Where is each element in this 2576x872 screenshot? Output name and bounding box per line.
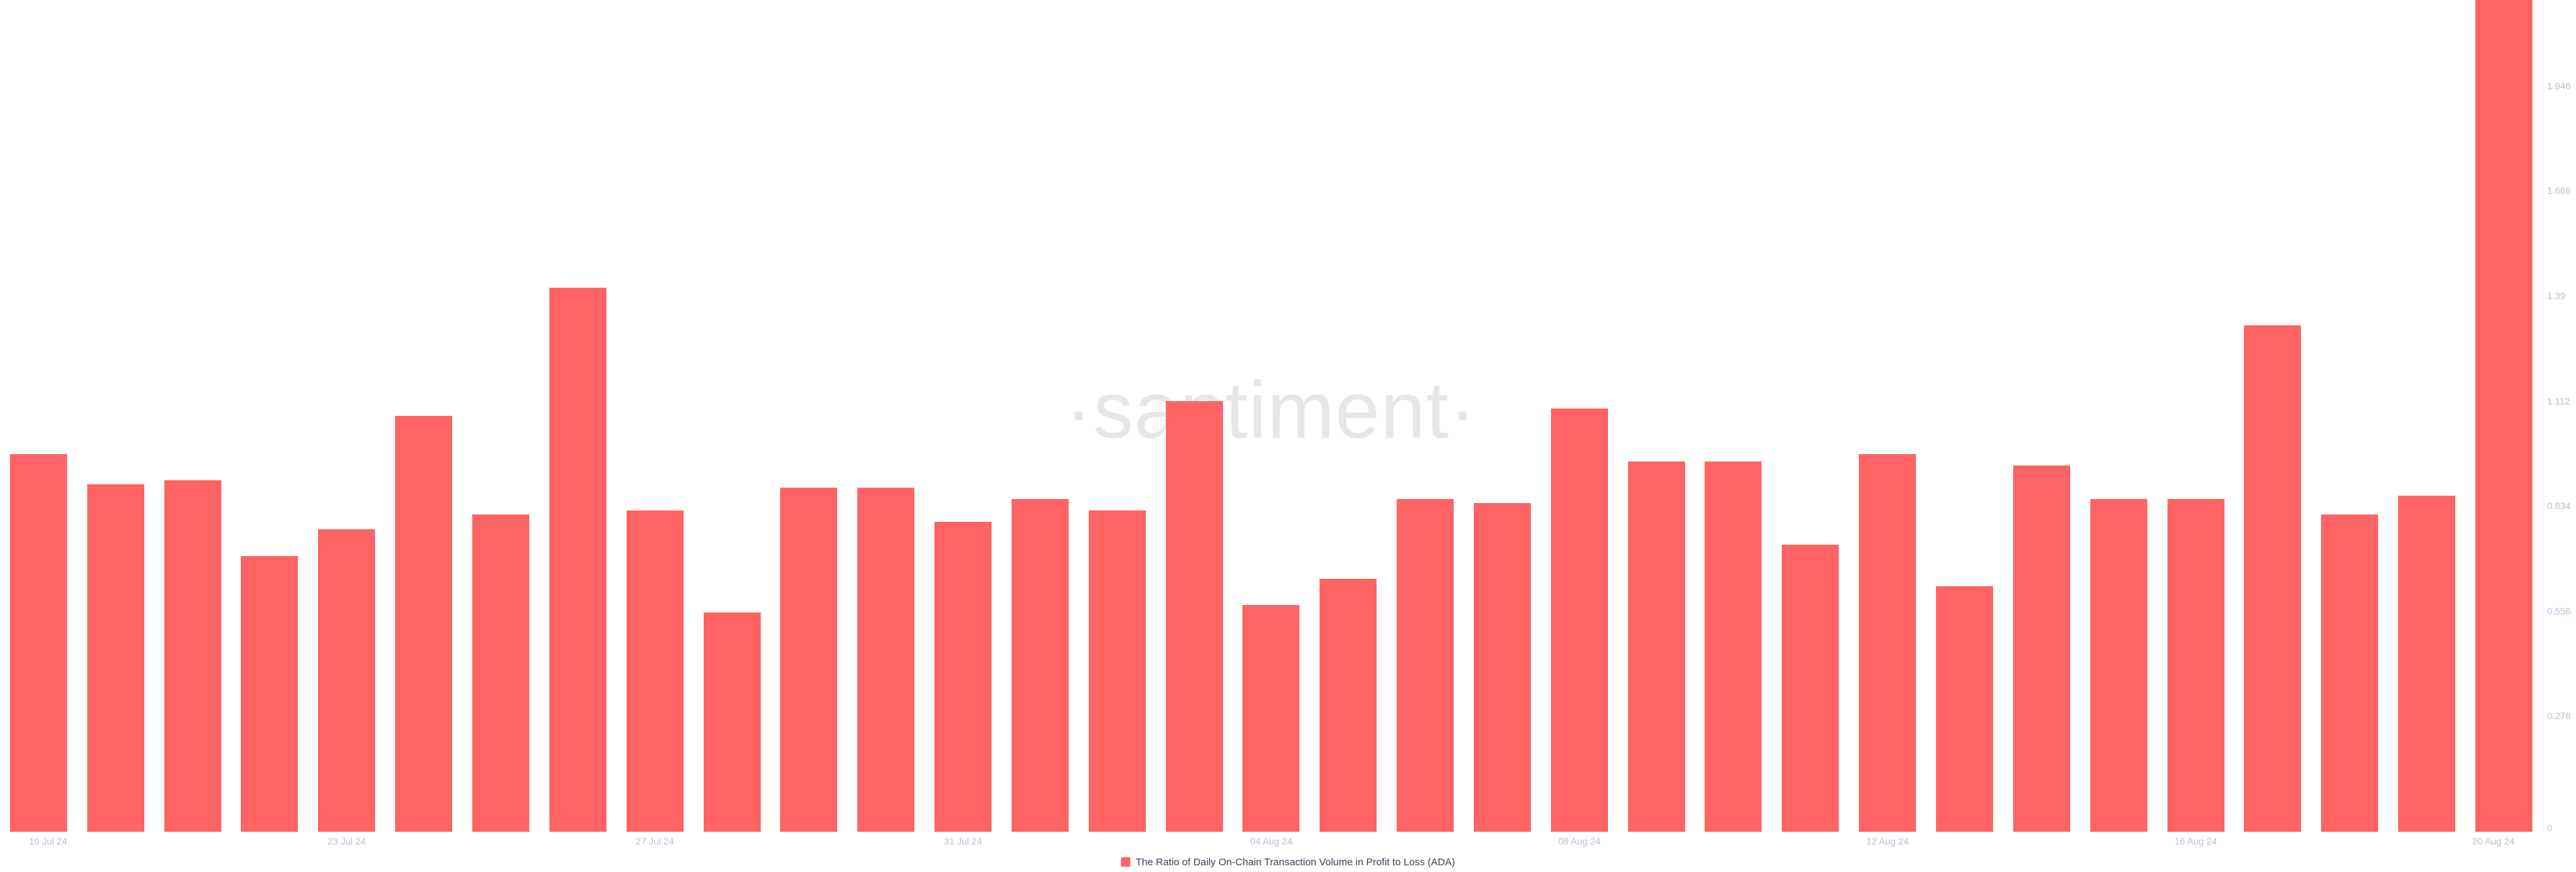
- plot-area: ·santiment· 00.2780.5560.8341.1121.391.6…: [0, 0, 2576, 832]
- bar: [2321, 514, 2378, 832]
- bar: [1012, 499, 1069, 832]
- bar-slot: [847, 0, 924, 832]
- bar-slot: [616, 0, 694, 832]
- bar: [1166, 401, 1223, 832]
- y-axis: 00.2780.5560.8341.1121.391.6681.9462.201: [2542, 0, 2576, 832]
- bar: [2398, 496, 2455, 832]
- x-axis: 19 Jul 24 23 Jul 24 27 Jul 24 31 Jul 24 04 A…: [0, 832, 2576, 852]
- bar: [318, 529, 375, 832]
- x-tick: 04 Aug 24: [1250, 836, 1292, 847]
- bar: [1089, 510, 1146, 832]
- bar: [1397, 499, 1454, 832]
- legend: The Ratio of Daily On-Chain Transaction …: [0, 852, 2576, 872]
- bar-slot: [462, 0, 539, 832]
- bar: [87, 484, 144, 832]
- bar-slot: [2157, 0, 2235, 832]
- y-tick: 1.668: [2547, 185, 2571, 196]
- bar-slot: [1618, 0, 1695, 832]
- y-tick: 1.112: [2547, 396, 2570, 406]
- bar-slot: [1002, 0, 1079, 832]
- y-tick: 0.278: [2547, 710, 2571, 721]
- x-tick: 12 Aug 24: [1866, 836, 1909, 847]
- bar-slot: [77, 0, 154, 832]
- bar: [395, 416, 452, 832]
- x-tick: 08 Aug 24: [1558, 836, 1601, 847]
- bar-slot: [2003, 0, 2080, 832]
- bar: [1474, 503, 1531, 832]
- bar: [164, 480, 221, 832]
- bar-slot: [1309, 0, 1387, 832]
- bar-slot: [385, 0, 462, 832]
- bar-slot: [2234, 0, 2311, 832]
- bar: [1242, 605, 1299, 832]
- bar-slot: [231, 0, 309, 832]
- bar-slot: [2465, 0, 2542, 832]
- bar: [1936, 586, 1993, 832]
- bar-slot: [1772, 0, 1849, 832]
- bar-slot: [1387, 0, 1464, 832]
- bar: [1320, 579, 1377, 832]
- bar-slot: [2311, 0, 2388, 832]
- bar: [1628, 461, 1685, 832]
- y-tick: 1.39: [2547, 290, 2565, 301]
- bar-slot: [1464, 0, 1541, 832]
- x-tick: 19 Jul 24: [29, 836, 67, 847]
- x-tick: 23 Jul 24: [327, 836, 366, 847]
- bar: [1782, 545, 1839, 832]
- legend-text: The Ratio of Daily On-Chain Transaction …: [1136, 857, 1455, 868]
- bar: [704, 612, 761, 832]
- legend-swatch: [1121, 857, 1130, 867]
- bar: [780, 488, 837, 832]
- bars-area: ·santiment·: [0, 0, 2542, 832]
- y-tick: 0.556: [2547, 606, 2571, 616]
- bar-slot: [1695, 0, 1772, 832]
- bar-slot: [0, 0, 77, 832]
- bar: [549, 288, 606, 832]
- bar: [934, 522, 991, 832]
- bar: [627, 510, 684, 832]
- x-tick: 20 Aug 24: [2472, 836, 2514, 847]
- bar: [472, 514, 529, 832]
- bar: [1705, 461, 1762, 832]
- bar-slot: [694, 0, 771, 832]
- bar-slot: [539, 0, 616, 832]
- bar-slot: [2388, 0, 2465, 832]
- x-tick: 16 Aug 24: [2175, 836, 2217, 847]
- bar: [2244, 325, 2301, 832]
- bar-slot: [2080, 0, 2157, 832]
- bar: [241, 556, 298, 832]
- x-tick: 27 Jul 24: [636, 836, 674, 847]
- bar-slot: [1926, 0, 2003, 832]
- bar-slot: [1849, 0, 1926, 832]
- bar-slot: [1233, 0, 1310, 832]
- bar: [10, 454, 67, 832]
- bar: [1551, 408, 1608, 832]
- y-tick: 1.946: [2547, 80, 2571, 91]
- bar-chart: ·santiment· 00.2780.5560.8341.1121.391.6…: [0, 0, 2576, 872]
- bar-slot: [1079, 0, 1156, 832]
- y-tick: 0.834: [2547, 500, 2571, 511]
- bar-slot: [770, 0, 847, 832]
- bar-slot: [1541, 0, 1618, 832]
- bar: [2013, 466, 2070, 832]
- x-tick: 31 Jul 24: [944, 836, 982, 847]
- bar-slot: [924, 0, 1002, 832]
- bar: [1859, 454, 1916, 832]
- bar-slot: [154, 0, 231, 832]
- bar: [2090, 499, 2147, 832]
- bar-slot: [308, 0, 385, 832]
- bar: [857, 488, 914, 832]
- bar: [2167, 499, 2224, 832]
- bar: [2475, 0, 2532, 832]
- bar-slot: [1156, 0, 1233, 832]
